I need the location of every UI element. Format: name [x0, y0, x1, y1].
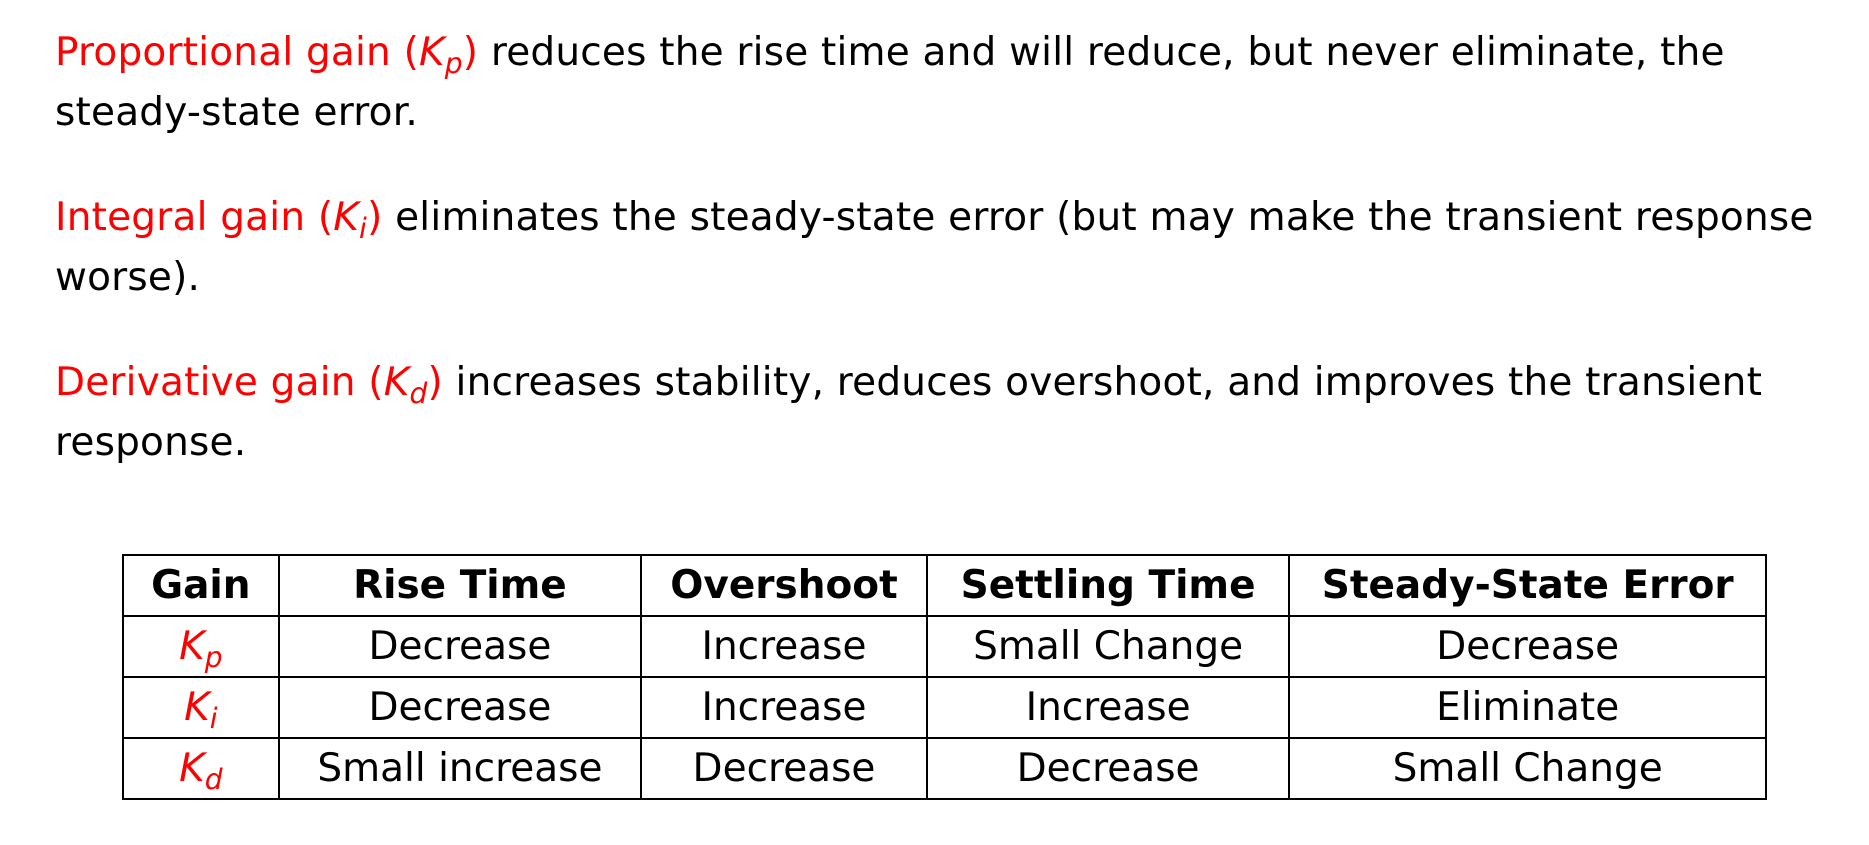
gain-symbol: K [333, 195, 360, 240]
gain-symbol: K [179, 746, 205, 791]
header-steady-state-error: Steady-State Error [1288, 554, 1767, 617]
gain-subscript: d [409, 377, 428, 411]
rise-time-cell: Decrease [277, 615, 643, 678]
gain-symbol: K [184, 685, 210, 730]
steady-state-error-cell: Eliminate [1288, 676, 1767, 739]
rise-time-cell: Decrease [277, 676, 643, 739]
integral-gain-paragraph: Integral gain (Ki) eliminates the steady… [55, 188, 1835, 308]
derivative-gain-description: increases stability, reduces overshoot, … [55, 360, 1763, 465]
term-label: Derivative gain [55, 360, 356, 405]
gain-cell-ki: Ki [122, 676, 280, 739]
header-settling-time: Settling Time [925, 554, 1291, 617]
gain-cell-kp: Kp [122, 615, 280, 678]
settling-time-cell: Small Change [925, 615, 1291, 678]
overshoot-cell: Increase [640, 676, 928, 739]
gain-symbol: K [179, 624, 205, 669]
gain-subscript: p [204, 641, 223, 675]
gain-subscript: i [359, 212, 368, 246]
gain-subscript: d [204, 763, 223, 797]
term-label: Integral gain [55, 195, 306, 240]
integral-gain-description: eliminates the steady-state error (but m… [55, 195, 1814, 300]
gain-effects-table: Gain Rise Time Overshoot Settling Time S… [122, 554, 1767, 800]
gain-symbol: K [418, 30, 445, 75]
steady-state-error-cell: Decrease [1288, 615, 1767, 678]
gain-symbol: K [383, 360, 410, 405]
integral-gain-term: Integral gain (Ki) [55, 195, 383, 246]
table-header-row: Gain Rise Time Overshoot Settling Time S… [122, 554, 1767, 617]
table-row: Ki Decrease Increase Increase Eliminate [122, 676, 1767, 739]
rise-time-cell: Small increase [277, 737, 643, 800]
gain-subscript: p [444, 47, 463, 81]
term-label: Proportional gain [55, 30, 391, 75]
table-row: Kd Small increase Decrease Decrease Smal… [122, 737, 1767, 800]
proportional-gain-paragraph: Proportional gain (Kp) reduces the rise … [55, 23, 1835, 143]
overshoot-cell: Increase [640, 615, 928, 678]
table-row: Kp Decrease Increase Small Change Decrea… [122, 615, 1767, 678]
derivative-gain-paragraph: Derivative gain (Kd) increases stability… [55, 353, 1835, 473]
header-overshoot: Overshoot [640, 554, 928, 617]
proportional-gain-description: reduces the rise time and will reduce, b… [55, 30, 1725, 135]
overshoot-cell: Decrease [640, 737, 928, 800]
gain-cell-kd: Kd [122, 737, 280, 800]
steady-state-error-cell: Small Change [1288, 737, 1767, 800]
derivative-gain-term: Derivative gain (Kd) [55, 360, 443, 411]
gain-subscript: i [209, 702, 218, 736]
settling-time-cell: Decrease [925, 737, 1291, 800]
settling-time-cell: Increase [925, 676, 1291, 739]
header-rise-time: Rise Time [277, 554, 643, 617]
proportional-gain-term: Proportional gain (Kp) [55, 30, 479, 81]
header-gain: Gain [122, 554, 280, 617]
